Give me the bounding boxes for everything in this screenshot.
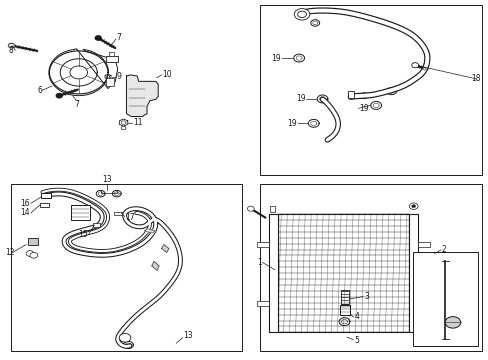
Polygon shape bbox=[144, 229, 155, 233]
Text: 18: 18 bbox=[470, 75, 480, 84]
Bar bbox=[408, 214, 417, 332]
Polygon shape bbox=[126, 75, 158, 117]
Circle shape bbox=[294, 9, 309, 20]
Text: 15: 15 bbox=[78, 230, 87, 239]
Bar bbox=[109, 52, 114, 56]
Text: 19: 19 bbox=[271, 54, 281, 63]
Bar bbox=[114, 212, 122, 215]
Bar bbox=[105, 56, 118, 62]
Bar bbox=[340, 290, 348, 304]
Bar bbox=[412, 252, 477, 346]
Text: 9: 9 bbox=[117, 72, 122, 81]
Text: 5: 5 bbox=[353, 336, 358, 345]
Bar bbox=[417, 242, 429, 247]
Text: 8: 8 bbox=[8, 46, 13, 55]
Bar bbox=[11, 184, 242, 351]
Text: 3: 3 bbox=[363, 292, 368, 301]
Text: 7: 7 bbox=[74, 100, 79, 109]
Circle shape bbox=[95, 36, 101, 40]
Circle shape bbox=[247, 206, 254, 211]
Bar bbox=[27, 238, 38, 245]
Polygon shape bbox=[152, 261, 159, 270]
Circle shape bbox=[8, 43, 14, 48]
Polygon shape bbox=[119, 119, 127, 126]
Text: 17: 17 bbox=[125, 213, 134, 222]
Circle shape bbox=[8, 43, 14, 48]
Circle shape bbox=[56, 94, 62, 98]
Bar bbox=[277, 214, 408, 332]
Circle shape bbox=[411, 205, 415, 208]
Bar bbox=[347, 91, 353, 98]
Circle shape bbox=[30, 252, 38, 258]
Text: 1: 1 bbox=[256, 258, 261, 267]
Text: 6: 6 bbox=[37, 86, 42, 95]
Bar bbox=[256, 242, 268, 247]
Text: 11: 11 bbox=[133, 118, 142, 127]
Text: 19: 19 bbox=[358, 104, 368, 113]
Bar bbox=[417, 301, 429, 306]
Bar bbox=[93, 224, 100, 226]
Circle shape bbox=[408, 203, 417, 210]
Text: 13: 13 bbox=[183, 332, 193, 341]
Circle shape bbox=[411, 63, 417, 67]
Bar bbox=[339, 305, 349, 315]
Text: 16: 16 bbox=[20, 199, 30, 208]
Circle shape bbox=[26, 251, 34, 256]
Text: 14: 14 bbox=[20, 208, 30, 217]
Text: 7: 7 bbox=[117, 33, 122, 42]
Bar bbox=[260, 5, 482, 175]
Bar bbox=[268, 214, 277, 332]
Text: 19: 19 bbox=[287, 119, 297, 128]
Circle shape bbox=[444, 317, 460, 328]
Circle shape bbox=[121, 126, 126, 130]
Text: 13: 13 bbox=[102, 175, 112, 184]
Bar bbox=[105, 78, 114, 86]
Text: 2: 2 bbox=[441, 246, 446, 255]
Bar bbox=[71, 205, 90, 220]
Text: 10: 10 bbox=[162, 71, 172, 80]
Text: 12: 12 bbox=[5, 248, 15, 257]
Bar bbox=[256, 301, 268, 306]
Bar bbox=[41, 193, 51, 198]
Bar bbox=[270, 206, 275, 212]
Polygon shape bbox=[161, 244, 168, 252]
Bar bbox=[40, 203, 49, 207]
Text: 19: 19 bbox=[295, 94, 305, 103]
Polygon shape bbox=[105, 74, 111, 79]
Circle shape bbox=[411, 63, 418, 68]
Bar bbox=[260, 184, 482, 351]
Text: 4: 4 bbox=[353, 312, 358, 321]
Circle shape bbox=[119, 333, 131, 342]
